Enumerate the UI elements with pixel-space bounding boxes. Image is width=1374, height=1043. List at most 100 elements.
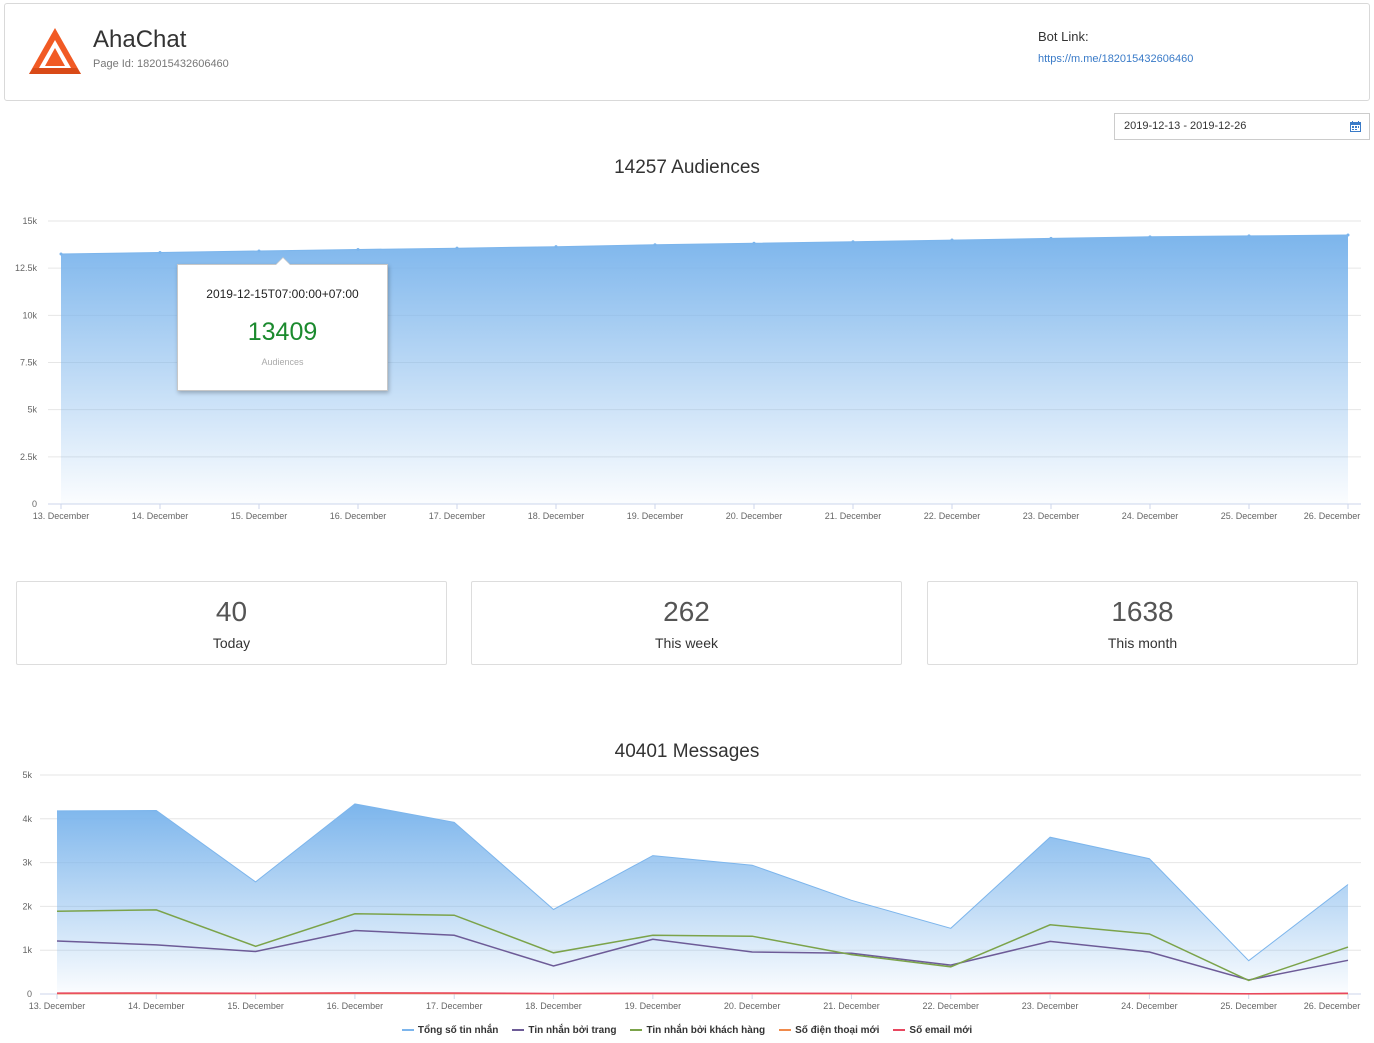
y-tick-label: 0 (27, 989, 32, 999)
legend-item[interactable]: Tin nhắn bởi khách hàng (630, 1025, 765, 1036)
x-tick-label: 25. December (1221, 511, 1278, 521)
data-point (1346, 233, 1350, 237)
data-point (653, 243, 657, 247)
data-point (356, 247, 360, 251)
x-tick-label: 24. December (1121, 1001, 1178, 1011)
x-tick-label: 14. December (132, 511, 189, 521)
x-tick-label: 23. December (1023, 511, 1080, 521)
bot-link-label: Bot Link: (1038, 29, 1089, 44)
data-point (1148, 235, 1152, 239)
audience-chart-title: 14257 Audiences (614, 157, 760, 178)
legend-item[interactable]: Số điện thoại mới (779, 1025, 879, 1036)
x-tick-label: 21. December (823, 1001, 880, 1011)
data-point (59, 252, 63, 256)
x-tick-label: 17. December (429, 511, 486, 521)
legend-swatch (893, 1029, 906, 1032)
y-tick-label: 2.5k (20, 452, 38, 462)
stat-value: 1638 (1111, 596, 1174, 627)
x-tick-label: 25. December (1220, 1001, 1277, 1011)
legend-label: Tổng số tin nhắn (417, 1025, 499, 1036)
x-tick-label: 26. December (1304, 511, 1361, 521)
data-point (950, 238, 954, 242)
series-line (56, 929, 1349, 981)
y-tick-label: 2k (22, 901, 32, 911)
y-tick-label: 5k (22, 770, 32, 780)
data-point (752, 241, 756, 245)
messages-chart-title: 40401 Messages (614, 741, 760, 762)
x-tick-label: 19. December (627, 511, 684, 521)
stat-value: 40 (215, 596, 248, 627)
audience-tooltip: 2019-12-15T07:00:00+07:00 13409 Audience… (177, 257, 388, 391)
x-tick-label: 20. December (724, 1001, 781, 1011)
legend-item[interactable]: Tổng số tin nhắn (401, 1025, 499, 1036)
series-line (56, 992, 1349, 995)
y-tick-label: 3k (22, 858, 32, 868)
x-tick-label: 24. December (1122, 511, 1179, 521)
y-tick-label: 12.5k (15, 263, 38, 273)
date-range-input[interactable]: 2019-12-13 - 2019-12-26 (1114, 113, 1370, 140)
tooltip-value: 13409 (247, 318, 318, 346)
x-tick-label: 16. December (327, 1001, 384, 1011)
tooltip-label: Audiences (261, 357, 304, 367)
legend-swatch (779, 1029, 792, 1032)
y-tick-label: 7.5k (20, 358, 38, 368)
x-tick-label: 13. December (33, 511, 90, 521)
x-tick-label: 14. December (128, 1001, 185, 1011)
x-tick-label: 13. December (29, 1001, 86, 1011)
data-point (1049, 236, 1053, 240)
stat-card-today: 40 Today (16, 581, 447, 665)
series-line (56, 803, 1349, 962)
y-tick-label: 5k (27, 405, 37, 415)
data-point (554, 245, 558, 249)
x-tick-label: 21. December (825, 511, 882, 521)
stat-label: This week (654, 635, 719, 651)
x-tick-label: 16. December (330, 511, 387, 521)
stat-value: 262 (663, 596, 710, 627)
legend-label: Tin nhắn bởi trang (528, 1025, 617, 1036)
series-line (56, 909, 1349, 982)
legend-label: Số điện thoại mới (795, 1025, 880, 1036)
x-tick-label: 26. December (1304, 1001, 1361, 1011)
x-tick-label: 18. December (525, 1001, 582, 1011)
date-range-value: 2019-12-13 - 2019-12-26 (1124, 120, 1247, 132)
bot-link[interactable]: https://m.me/182015432606460 (1038, 53, 1194, 65)
legend-swatch (512, 1029, 525, 1032)
x-tick-label: 22. December (923, 1001, 980, 1011)
data-point (257, 249, 261, 253)
series-area (57, 803, 1348, 994)
data-point (455, 246, 459, 250)
x-tick-label: 18. December (528, 511, 585, 521)
tooltip-date: 2019-12-15T07:00:00+07:00 (206, 287, 359, 301)
legend-swatch (401, 1029, 414, 1032)
x-tick-label: 19. December (625, 1001, 682, 1011)
x-tick-label: 15. December (227, 1001, 284, 1011)
ahachat-logo-icon (29, 28, 81, 74)
data-point (158, 251, 162, 255)
x-tick-label: 20. December (726, 511, 783, 521)
y-tick-label: 1k (22, 945, 32, 955)
stat-card-this-week: 262 This week (471, 581, 902, 665)
legend-label: Tin nhắn bởi khách hàng (646, 1025, 766, 1036)
data-point (1247, 234, 1251, 238)
y-tick-label: 10k (22, 310, 37, 320)
calendar-icon[interactable] (1350, 121, 1361, 132)
x-tick-label: 23. December (1022, 1001, 1079, 1011)
x-tick-label: 15. December (231, 511, 288, 521)
stat-label: Today (212, 635, 251, 651)
legend-item[interactable]: Số email mới (893, 1025, 972, 1036)
page-header: AhaChat Page Id: 182015432606460 Bot Lin… (4, 3, 1370, 101)
stat-card-this-month: 1638 This month (927, 581, 1358, 665)
data-point (851, 240, 855, 244)
x-tick-label: 22. December (924, 511, 981, 521)
x-tick-label: 17. December (426, 1001, 483, 1011)
legend-label: Số email mới (909, 1025, 973, 1036)
messages-chart-legend: Tổng số tin nhắn Tin nhắn bởi trang Tin nh… (0, 1025, 1374, 1036)
y-tick-label: 0 (32, 499, 37, 509)
y-tick-label: 4k (22, 814, 32, 824)
y-tick-label: 15k (22, 216, 37, 226)
stat-label: This month (1107, 635, 1178, 651)
legend-item[interactable]: Tin nhắn bởi trang (512, 1025, 616, 1036)
legend-swatch (630, 1029, 643, 1032)
app-name: AhaChat (93, 26, 187, 53)
